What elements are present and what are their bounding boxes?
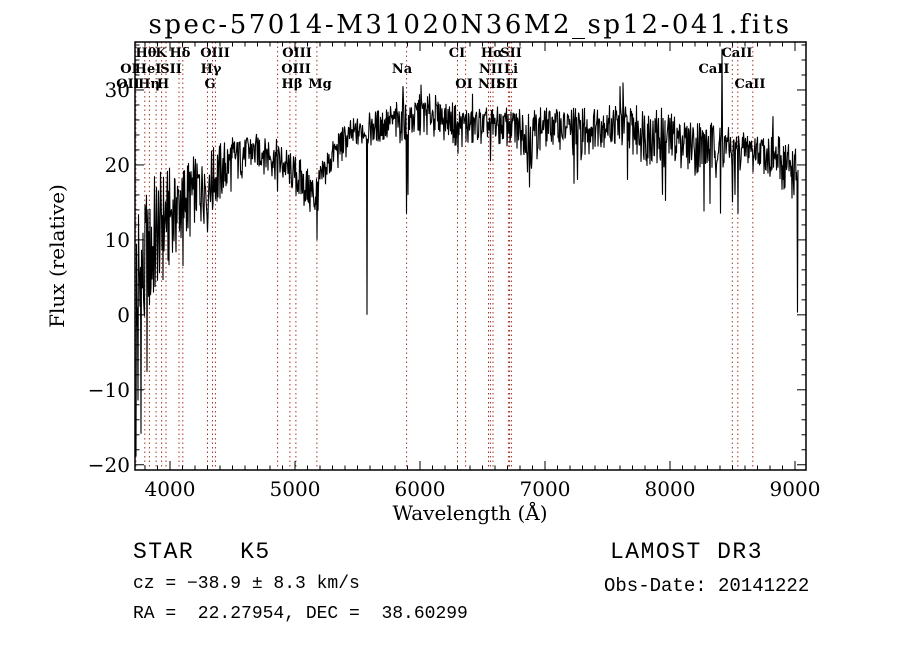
obs-date-text: Obs-Date: 20141222 <box>604 575 810 597</box>
plot-frame <box>134 41 807 471</box>
spectral-line-label: K <box>155 46 167 61</box>
x-tick-label: 7000 <box>519 477 571 501</box>
spectral-line-label: CI <box>448 46 466 61</box>
y-tick-label: 0 <box>117 302 130 327</box>
spectral-line-label: Mg <box>308 77 332 92</box>
spectral-line-label: CaII <box>734 77 766 92</box>
spectral-line-label: Hβ <box>281 77 303 92</box>
spectral-line-label: OII <box>116 77 140 92</box>
spectral-line-label: Hη <box>138 77 160 92</box>
x-tick-label: 9000 <box>769 477 821 501</box>
spectral-line-label: Hγ <box>200 61 222 77</box>
spectral-line-label: H <box>156 77 170 92</box>
y-tick-label: −10 <box>87 377 130 402</box>
spectral-line-label: G <box>204 77 216 92</box>
x-axis-label: Wavelength (Å) <box>392 501 548 525</box>
spectral-line-label: SII <box>496 77 518 92</box>
spectral-line-label: SII <box>500 46 522 61</box>
spectral-line-label: OIII <box>281 61 311 77</box>
spectral-line-label: CaII <box>721 46 753 61</box>
spectrum-trace <box>135 48 799 457</box>
x-tick-label: 6000 <box>394 477 446 501</box>
spectral-line-label: CaII <box>698 61 730 77</box>
spectral-line-label: Hα <box>480 46 504 61</box>
spectral-line-label: Hδ <box>169 46 191 61</box>
radial-velocity-text: cz = −38.9 ± 8.3 km/s <box>133 574 360 594</box>
survey-release-text: LAMOST DR3 <box>610 539 764 565</box>
classification-text: STAR K5 <box>133 539 271 565</box>
spectral-line-label: NII <box>477 77 503 92</box>
spectral-line-label: OI <box>120 61 138 77</box>
ra-dec-text: RA = 22.27954, DEC = 38.60299 <box>133 604 468 624</box>
spectral-line-label: OIII <box>282 46 312 61</box>
spectral-line-label: SII <box>160 61 182 77</box>
plot-title: spec-57014-M31020N36M2_sp12-041.fits <box>148 10 792 40</box>
spectral-line-label: OIII <box>200 46 230 61</box>
spectral-line-label: Li <box>503 61 519 77</box>
y-tick-label: 10 <box>104 227 130 252</box>
spectral-line-label: Hθ <box>135 46 157 61</box>
spectral-line-label: OI <box>455 77 473 92</box>
spectral-line-label: Na <box>391 61 413 77</box>
spectral-line-label: HeI <box>134 61 162 77</box>
y-tick-label: −20 <box>87 452 130 477</box>
x-tick-label: 8000 <box>644 477 696 501</box>
y-tick-label: 20 <box>104 152 130 177</box>
x-tick-label: 5000 <box>269 477 321 501</box>
y-tick-label: 30 <box>104 77 130 102</box>
spectral-line-label: NII <box>478 61 504 77</box>
x-tick-label: 4000 <box>144 477 196 501</box>
